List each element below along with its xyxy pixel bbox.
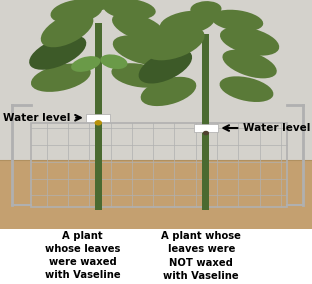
Ellipse shape bbox=[71, 56, 100, 72]
Ellipse shape bbox=[41, 12, 93, 47]
Text: A plant
whose leaves
were waxed
with Vaseline: A plant whose leaves were waxed with Vas… bbox=[45, 231, 120, 280]
Ellipse shape bbox=[100, 54, 128, 69]
Circle shape bbox=[95, 120, 102, 126]
Ellipse shape bbox=[83, 0, 114, 10]
Bar bbox=[194, 124, 218, 132]
Ellipse shape bbox=[211, 10, 263, 32]
Ellipse shape bbox=[190, 1, 222, 17]
Ellipse shape bbox=[145, 26, 205, 60]
Ellipse shape bbox=[220, 76, 273, 102]
Ellipse shape bbox=[112, 13, 166, 42]
Ellipse shape bbox=[51, 0, 102, 24]
Text: Water level: Water level bbox=[223, 123, 310, 133]
Ellipse shape bbox=[31, 64, 91, 92]
Ellipse shape bbox=[29, 36, 86, 70]
Bar bbox=[0, 0, 312, 165]
Text: Water level: Water level bbox=[3, 113, 81, 123]
Ellipse shape bbox=[103, 0, 156, 20]
Ellipse shape bbox=[220, 27, 279, 56]
Ellipse shape bbox=[141, 77, 196, 106]
Bar bbox=[95, 23, 102, 210]
Bar bbox=[86, 114, 110, 122]
Text: A plant whose
leaves were: A plant whose leaves were bbox=[161, 231, 241, 254]
Ellipse shape bbox=[111, 63, 166, 88]
Circle shape bbox=[203, 131, 209, 135]
Ellipse shape bbox=[222, 50, 277, 78]
Bar bbox=[202, 34, 209, 210]
Ellipse shape bbox=[113, 35, 171, 65]
Bar bbox=[31, 124, 287, 207]
Bar bbox=[0, 160, 312, 229]
Ellipse shape bbox=[160, 11, 215, 35]
Ellipse shape bbox=[139, 49, 192, 83]
Text: NOT waxed
with Vaseline: NOT waxed with Vaseline bbox=[163, 258, 239, 281]
